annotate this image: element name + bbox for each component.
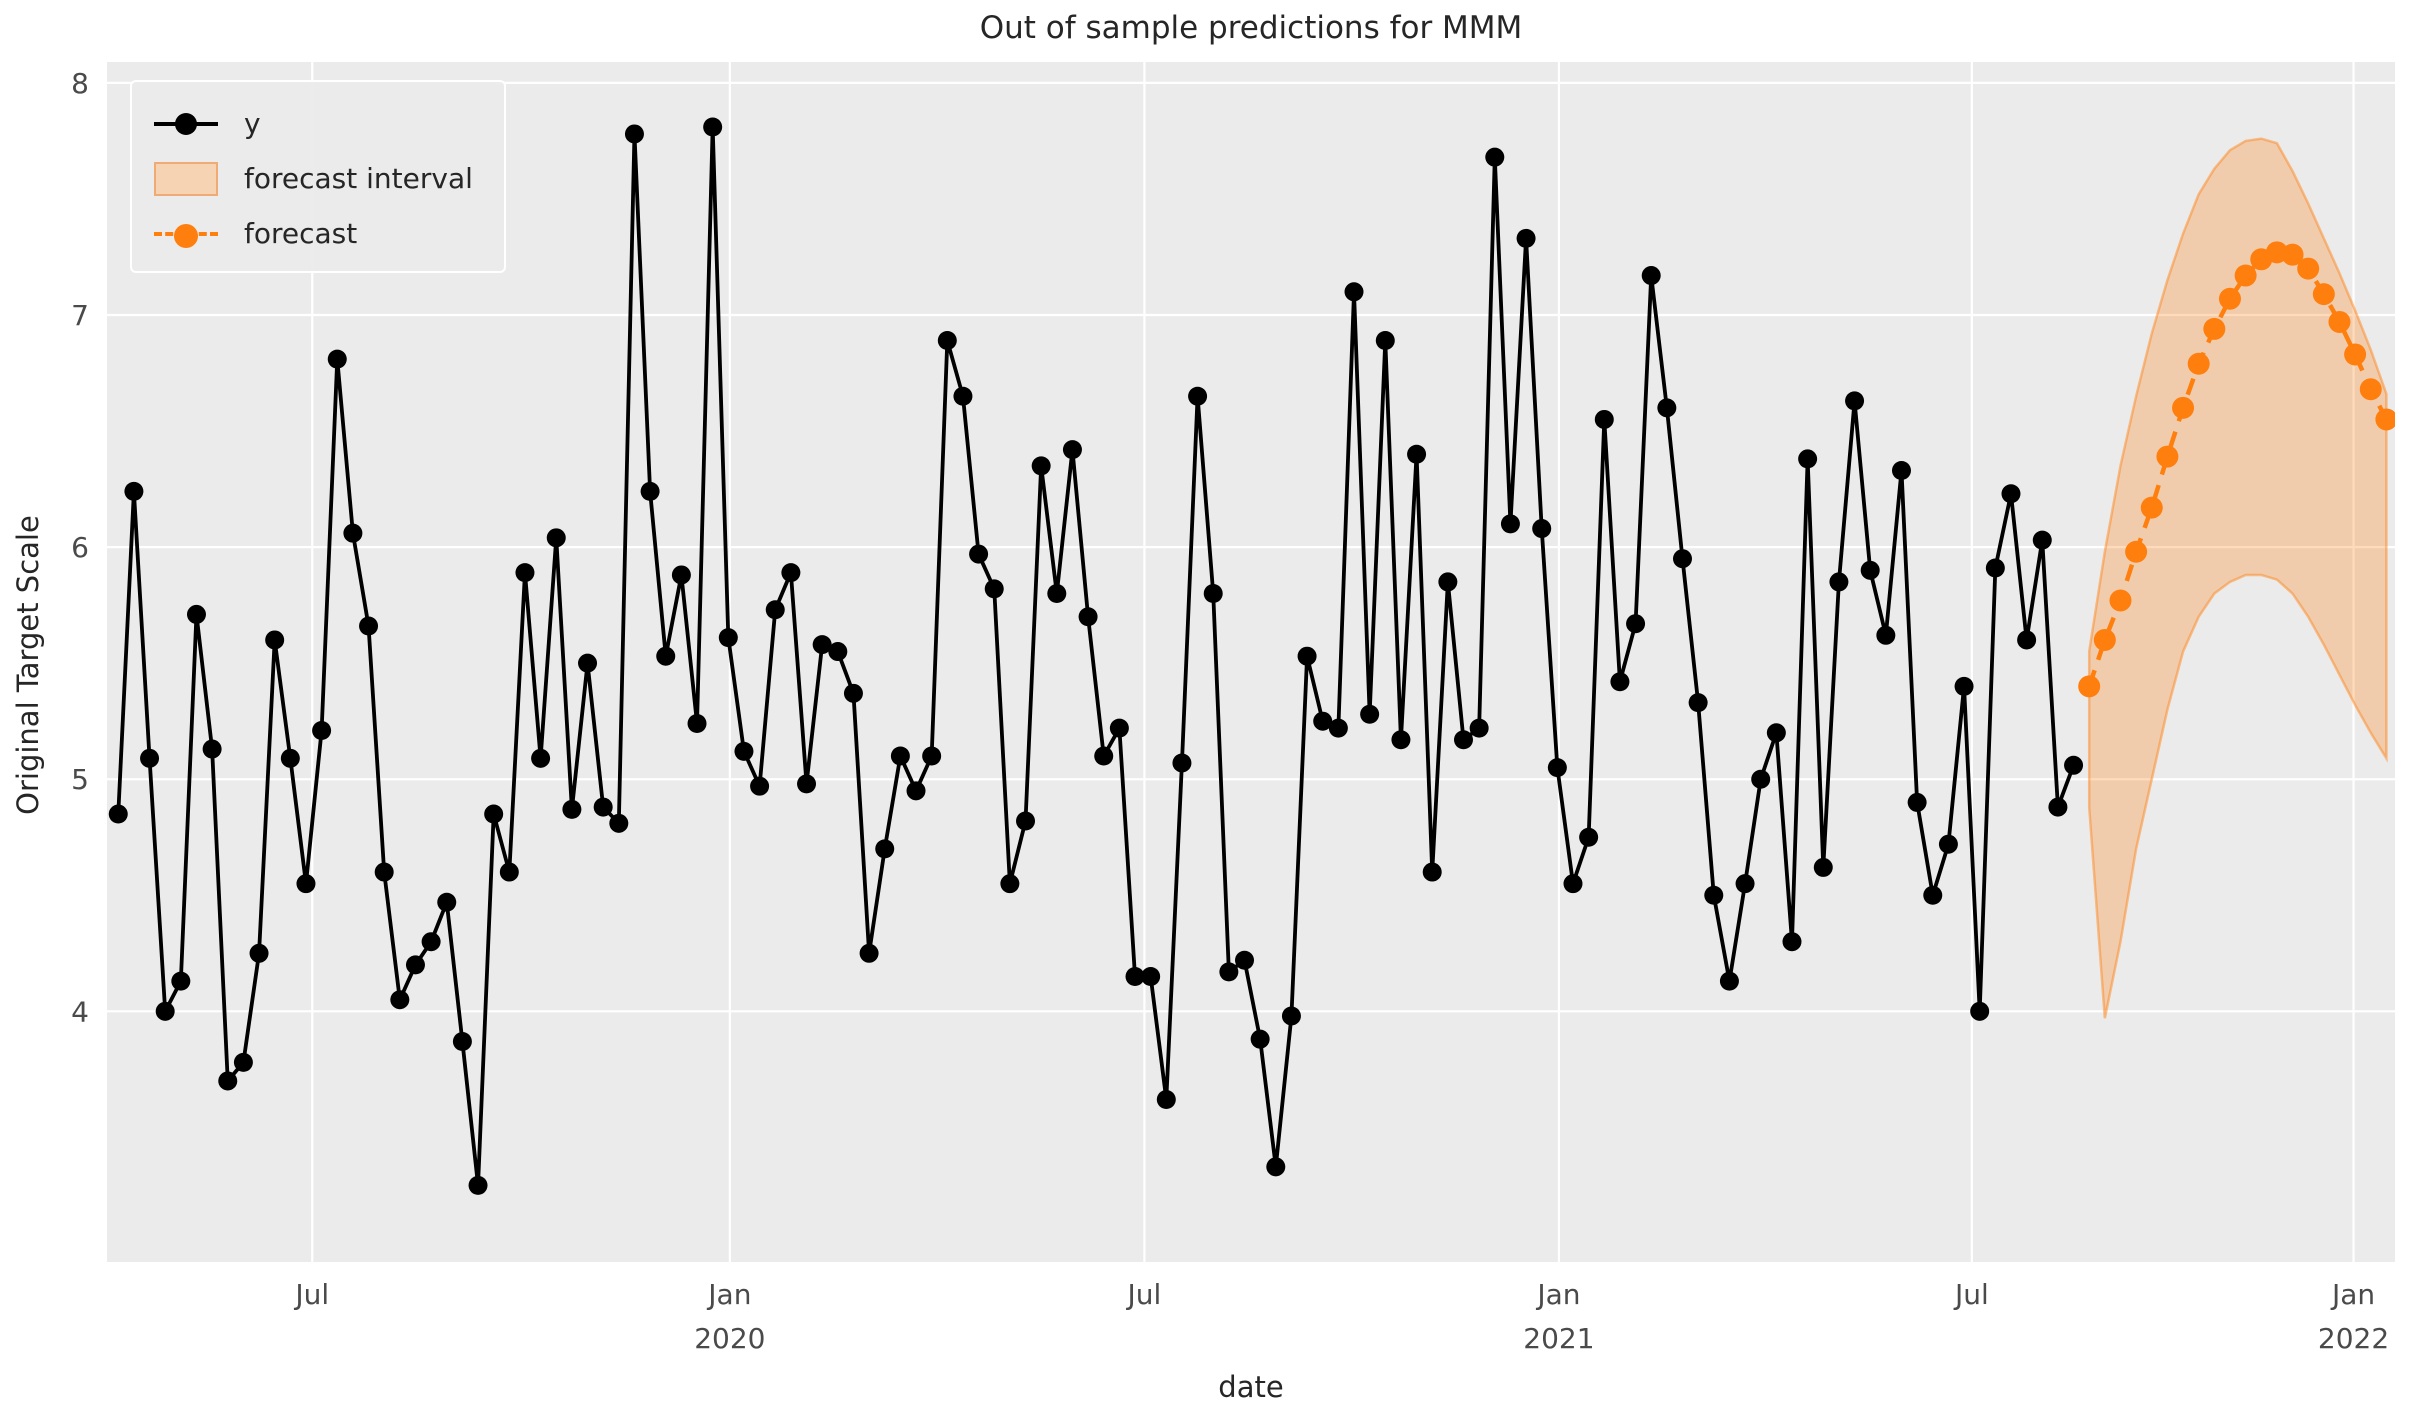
series-y-markers [108, 117, 2084, 1195]
svg-text:Jan: Jan [2330, 1278, 2375, 1311]
black-line-marker-icon [154, 112, 218, 135]
chart-title: Out of sample predictions for MMM [979, 10, 1523, 46]
legend-item-y: y [132, 96, 504, 151]
y-axis-label: Original Target Scale [11, 515, 45, 815]
tick-labels: 8 7 6 5 4 Jul Jan 2020 Jul Jan 2021 Jul Jan 2022 [71, 67, 2389, 1355]
svg-text:Jan: Jan [706, 1278, 751, 1311]
forecast-markers [2078, 241, 2395, 698]
svg-text:4: 4 [71, 995, 89, 1028]
x-axis-label: date [1218, 1370, 1284, 1404]
svg-text:Jan: Jan [1535, 1278, 1580, 1311]
legend-label-forecast-interval: forecast interval [244, 161, 473, 195]
svg-text:2021: 2021 [1523, 1322, 1594, 1355]
svg-text:6: 6 [71, 531, 89, 564]
legend-item-forecast: forecast [132, 206, 504, 261]
svg-text:2020: 2020 [694, 1322, 765, 1355]
svg-text:8: 8 [71, 67, 89, 100]
forecast-interval-band [2087, 137, 2388, 1019]
svg-text:7: 7 [71, 299, 89, 332]
orange-dashed-marker-icon [154, 223, 218, 248]
svg-text:Jul: Jul [1953, 1278, 1989, 1311]
legend: y forecast interval forecast [130, 80, 506, 273]
svg-text:Jul: Jul [1125, 1278, 1161, 1311]
orange-band-patch-icon [154, 161, 218, 196]
gridlines [107, 62, 2395, 1262]
legend-item-forecast-interval: forecast interval [132, 151, 504, 206]
legend-label-y: y [244, 106, 261, 140]
legend-label-forecast: forecast [244, 216, 358, 250]
svg-text:2022: 2022 [2318, 1322, 2389, 1355]
svg-text:5: 5 [71, 763, 89, 796]
svg-text:Jul: Jul [293, 1278, 329, 1311]
